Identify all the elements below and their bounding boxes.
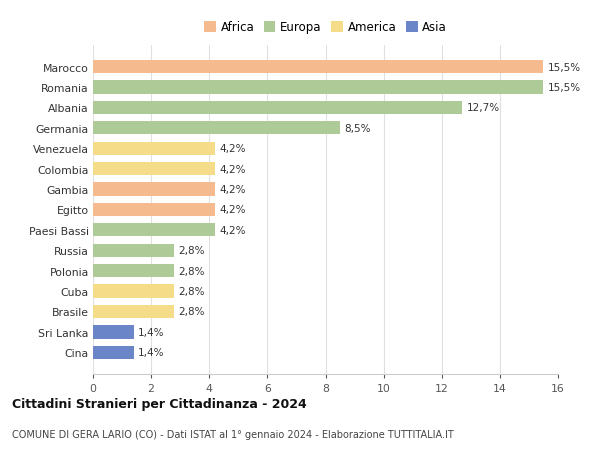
Bar [93,101,462,115]
Text: 2,8%: 2,8% [179,307,205,317]
Bar [93,122,340,135]
Text: 15,5%: 15,5% [548,62,581,73]
Text: 1,4%: 1,4% [138,327,164,337]
Text: Cittadini Stranieri per Cittadinanza - 2024: Cittadini Stranieri per Cittadinanza - 2… [12,397,307,410]
Bar [93,244,175,257]
Text: 4,2%: 4,2% [220,185,246,195]
Bar [93,285,175,298]
Text: 1,4%: 1,4% [138,347,164,358]
Text: 4,2%: 4,2% [220,144,246,154]
Text: 2,8%: 2,8% [179,246,205,256]
Text: COMUNE DI GERA LARIO (CO) - Dati ISTAT al 1° gennaio 2024 - Elaborazione TUTTITA: COMUNE DI GERA LARIO (CO) - Dati ISTAT a… [12,429,454,439]
Text: 4,2%: 4,2% [220,164,246,174]
Text: 12,7%: 12,7% [466,103,500,113]
Bar [93,61,544,74]
Text: 4,2%: 4,2% [220,205,246,215]
Bar [93,325,134,339]
Bar [93,183,215,196]
Bar [93,305,175,319]
Text: 15,5%: 15,5% [548,83,581,93]
Bar [93,162,215,176]
Bar [93,264,175,278]
Bar [93,346,134,359]
Text: 8,5%: 8,5% [344,123,371,134]
Legend: Africa, Europa, America, Asia: Africa, Europa, America, Asia [202,19,449,37]
Bar [93,224,215,237]
Bar [93,142,215,156]
Bar [93,203,215,217]
Text: 2,8%: 2,8% [179,266,205,276]
Bar [93,81,544,95]
Text: 2,8%: 2,8% [179,286,205,297]
Text: 4,2%: 4,2% [220,225,246,235]
